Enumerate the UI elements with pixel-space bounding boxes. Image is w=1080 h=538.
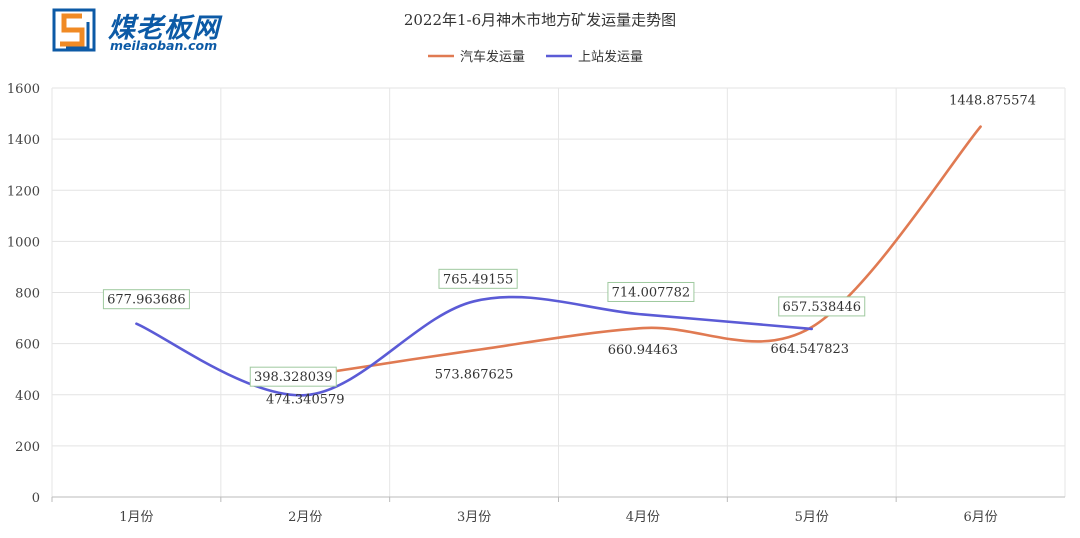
y-tick-label: 0 bbox=[32, 491, 40, 506]
data-label: 573.867625 bbox=[435, 367, 514, 382]
x-tick-label: 4月份 bbox=[626, 510, 660, 525]
data-label: 714.007782 bbox=[612, 285, 691, 300]
data-label: 398.328039 bbox=[254, 370, 333, 385]
data-label: 765.49155 bbox=[443, 272, 513, 287]
data-label-box bbox=[102, 289, 190, 310]
chart-title: 2022年1-6月神木市地方矿发运量走势图 bbox=[404, 11, 676, 29]
data-label: 657.538446 bbox=[782, 300, 861, 315]
data-label: 664.547823 bbox=[770, 342, 849, 357]
legend-label: 汽车发运量 bbox=[460, 49, 525, 65]
data-label: 474.340579 bbox=[266, 393, 345, 408]
data-label-box bbox=[778, 296, 866, 317]
series-line-1 bbox=[303, 125, 982, 378]
y-tick-label: 800 bbox=[15, 287, 40, 302]
site-logo: 煤老板网 meilaoban.com bbox=[52, 6, 262, 56]
x-tick-label: 6月份 bbox=[963, 510, 997, 525]
y-tick-label: 1200 bbox=[7, 184, 40, 199]
data-labels: 474.340579 573.867625 660.94463 664.547823 1… bbox=[102, 94, 1036, 408]
axes: 0 200 400 600 800 1000 1200 1400 1600 1月份 2月份 3月份 4月… bbox=[7, 82, 1065, 525]
y-tick-label: 200 bbox=[15, 440, 40, 455]
y-tick-label: 1400 bbox=[7, 133, 40, 148]
legend-label: 上站发运量 bbox=[578, 49, 643, 65]
data-label: 660.94463 bbox=[608, 343, 678, 358]
x-tick-label: 1月份 bbox=[119, 510, 153, 525]
data-label: 1448.875574 bbox=[949, 94, 1036, 109]
x-tick-label: 3月份 bbox=[457, 510, 491, 525]
data-label-box bbox=[438, 268, 518, 289]
logo-name: 煤老板网 bbox=[108, 13, 220, 44]
y-tick-label: 400 bbox=[15, 389, 40, 404]
data-label-box bbox=[607, 281, 695, 302]
series-layer bbox=[135, 125, 982, 397]
series-line-2 bbox=[135, 295, 814, 397]
y-tick-label: 1600 bbox=[7, 82, 40, 97]
x-tick-label: 5月份 bbox=[795, 510, 829, 525]
x-tick-label: 2月份 bbox=[288, 510, 322, 525]
y-tick-label: 600 bbox=[15, 338, 40, 353]
logo-mark-icon bbox=[52, 8, 96, 52]
legend: 汽车发运量 上站发运量 bbox=[428, 49, 643, 65]
data-label-box bbox=[249, 366, 337, 387]
logo-domain: meilaoban.com bbox=[110, 38, 218, 53]
grid bbox=[51, 87, 1066, 498]
data-label: 677.963686 bbox=[107, 293, 186, 308]
y-tick-label: 1000 bbox=[7, 235, 40, 250]
